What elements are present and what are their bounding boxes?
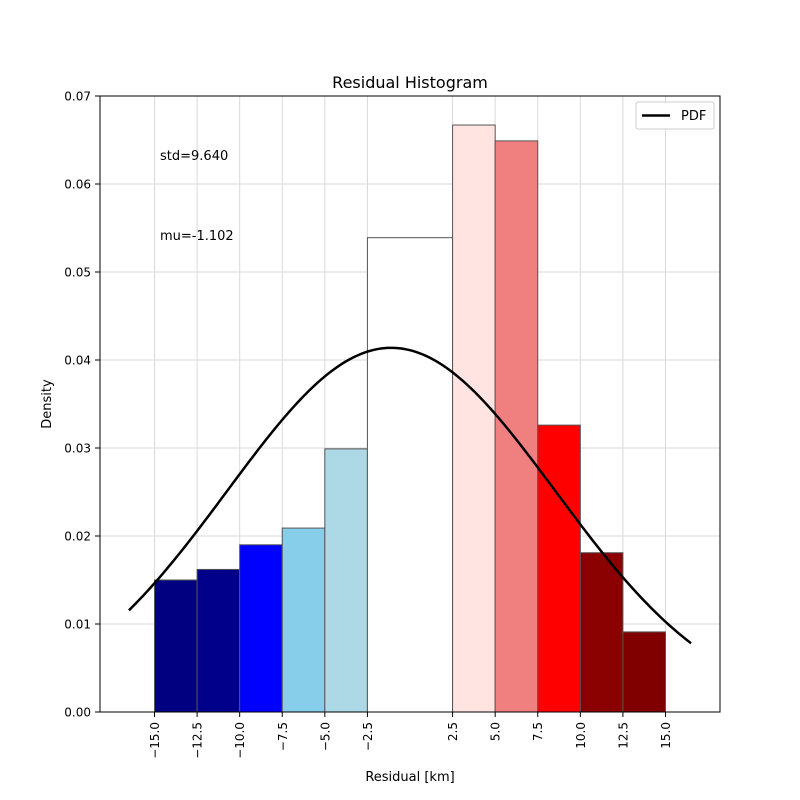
- x-tick-label-7: 5.0: [489, 722, 503, 741]
- y-tick-label-6: 0.06: [64, 178, 91, 192]
- legend-pdf-label: PDF: [681, 109, 706, 124]
- histogram-bar-9: [579, 552, 624, 713]
- y-tick-label-3: 0.03: [64, 442, 91, 456]
- x-tick-label-4: −5.0: [318, 722, 332, 751]
- histogram-bar-7: [494, 140, 539, 713]
- y-tick-label-1: 0.01: [64, 618, 91, 632]
- plot-area-frame: [99, 95, 721, 713]
- y-tick-label-0: 0.00: [64, 706, 91, 720]
- x-tick-label-1: −12.5: [191, 722, 205, 759]
- histogram-bar-6: [452, 124, 496, 713]
- y-tick-label-4: 0.04: [64, 354, 91, 368]
- histogram-bar-8: [537, 424, 581, 713]
- x-tick-label-10: 12.5: [616, 722, 630, 749]
- histogram-bar-1: [196, 568, 241, 713]
- x-axis-label: Residual [km]: [365, 770, 454, 785]
- legend-box: [635, 101, 715, 130]
- histogram-bar-10: [622, 631, 666, 713]
- x-tick-label-2: −10.0: [233, 722, 247, 759]
- x-tick-label-8: 7.5: [531, 722, 545, 741]
- std-annotation: std=9.640: [160, 149, 228, 164]
- histogram-bars: [154, 124, 666, 713]
- x-axis-ticks: −15.0 −12.5 −10.0 −7.5 −5.0 −2.5 2.5 5.0 7.5 10.0…: [148, 712, 673, 759]
- x-tick-label-0: −15.0: [148, 722, 162, 759]
- chart-title: Residual Histogram: [332, 73, 488, 92]
- mu-annotation: mu=-1.102: [160, 229, 234, 244]
- histogram-bar-4: [324, 448, 368, 713]
- histogram-bar-0: [154, 579, 198, 713]
- x-tick-label-9: 10.0: [574, 722, 588, 749]
- x-tick-label-5: −2.5: [361, 722, 375, 751]
- pdf-curve-group: [128, 346, 692, 645]
- y-tick-label-2: 0.02: [64, 530, 91, 544]
- histogram-bar-5: [366, 237, 454, 713]
- y-axis-ticks: 0.00 0.01 0.02 0.03 0.04 0.05 0.06 0.07: [64, 90, 100, 720]
- y-axis-label: Density: [40, 379, 55, 429]
- x-tick-label-3: −7.5: [276, 722, 290, 751]
- x-tick-label-11: 15.0: [659, 722, 673, 749]
- legend: PDF: [635, 101, 715, 130]
- x-tick-label-6: 2.5: [446, 722, 460, 741]
- histogram-bar-3: [281, 527, 326, 713]
- y-tick-label-7: 0.07: [64, 90, 91, 104]
- y-tick-label-5: 0.05: [64, 266, 91, 280]
- pdf-curve-0: [128, 346, 692, 645]
- histogram-bar-2: [239, 544, 283, 713]
